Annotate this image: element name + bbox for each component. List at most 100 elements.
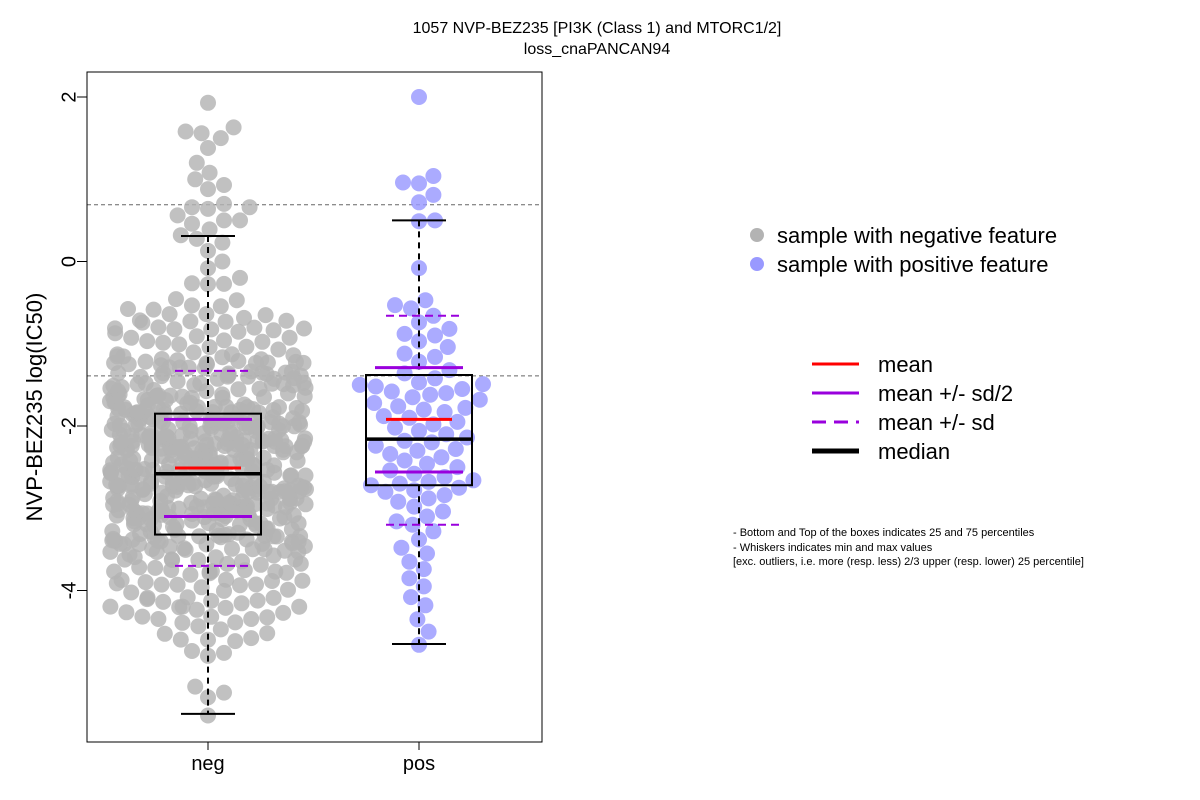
data-point-neg [232, 212, 248, 229]
data-point-neg [253, 351, 270, 368]
data-point-neg [265, 322, 282, 339]
data-point-neg [166, 321, 183, 338]
data-point-pos [401, 409, 418, 426]
data-point-neg [137, 574, 154, 591]
data-point-neg [276, 480, 293, 497]
data-point-neg [280, 581, 296, 598]
data-point-pos [454, 381, 471, 397]
legend-label-positive: sample with positive feature [777, 252, 1048, 277]
data-point-neg [259, 609, 276, 626]
legend-marker-negative [750, 228, 764, 242]
data-point-neg [243, 611, 260, 627]
x-tick-label-neg: neg [191, 753, 224, 775]
data-point-pos [451, 479, 467, 496]
data-point-pos [387, 419, 403, 436]
data-point-neg [270, 341, 287, 358]
data-point-neg [201, 164, 218, 181]
data-point-pos [390, 398, 407, 415]
data-point-neg [109, 346, 126, 363]
data-point-neg [172, 227, 189, 244]
data-point-neg [198, 355, 215, 372]
data-point-neg [182, 313, 199, 330]
y-tick-label: 0 [58, 256, 80, 267]
data-point-pos [420, 623, 437, 640]
data-point-neg [288, 400, 305, 416]
data-point-neg [285, 347, 302, 364]
data-point-pos [420, 473, 437, 490]
data-point-neg [217, 313, 234, 330]
data-point-neg [241, 199, 258, 216]
data-point-pos [366, 395, 383, 411]
data-point-neg [216, 195, 232, 212]
data-point-pos [475, 376, 491, 393]
data-point-neg [145, 301, 162, 318]
data-point-neg [216, 275, 232, 292]
data-point-neg [216, 684, 232, 701]
data-point-pos [401, 570, 418, 587]
data-point-neg [201, 339, 218, 356]
data-point-neg [163, 551, 180, 568]
data-point-neg [238, 338, 255, 355]
data-point-neg [177, 123, 194, 140]
data-point-pos [449, 413, 466, 430]
data-point-pos [390, 493, 407, 510]
data-point-neg [230, 323, 247, 340]
data-point-pos [396, 325, 413, 342]
legend-label-mean-sd: mean +/- sd [878, 410, 995, 435]
data-point-neg [123, 329, 140, 346]
data-point-neg [155, 593, 172, 610]
data-point-neg [224, 540, 240, 557]
data-point-pos [377, 483, 394, 500]
y-tick-label: -4 [58, 582, 80, 600]
data-point-neg [192, 375, 209, 392]
y-axis: 2 0 -2 -4 [58, 91, 420, 750]
data-point-neg [259, 625, 276, 642]
data-point-pos [425, 523, 442, 540]
data-point-pos [387, 297, 403, 314]
data-point-neg [169, 576, 186, 593]
data-point-neg [187, 678, 204, 695]
data-point-neg [246, 319, 263, 336]
data-point-neg [257, 307, 274, 324]
data-point-pos [427, 327, 443, 344]
data-point-neg [184, 297, 200, 314]
data-point-pos [436, 404, 453, 420]
data-point-neg [102, 598, 119, 615]
data-point-neg [297, 467, 314, 484]
chart-title-line2: loss_cnaPANCAN94 [524, 41, 671, 58]
data-point-neg [200, 140, 216, 156]
data-point-neg [236, 309, 252, 326]
data-point-neg [212, 130, 229, 147]
data-point-neg [161, 306, 178, 323]
data-point-neg [225, 119, 242, 136]
data-point-pos [406, 465, 423, 482]
data-point-neg [281, 329, 298, 346]
data-point-neg [200, 689, 216, 706]
data-point-pos [403, 589, 419, 606]
data-point-neg [216, 644, 232, 661]
data-point-pos [433, 449, 450, 466]
data-point-neg [200, 94, 216, 111]
data-point-neg [216, 212, 232, 229]
data-point-neg [182, 566, 199, 583]
data-point-neg [236, 396, 253, 413]
data-point-neg [217, 599, 234, 616]
data-point-pos [396, 452, 413, 469]
data-point-neg [169, 207, 186, 224]
data-point-neg [105, 377, 122, 394]
data-point-neg [169, 373, 186, 390]
data-point-neg [297, 430, 314, 447]
data-point-pos [457, 399, 474, 416]
data-point-neg [187, 171, 204, 188]
data-point-neg [200, 707, 216, 724]
data-point-neg [150, 319, 167, 336]
data-point-neg [168, 291, 184, 308]
y-tick-label: 2 [58, 91, 80, 102]
note-line-3: [exc. outliers, i.e. more (resp. less) 2… [733, 556, 1084, 568]
data-point-neg [132, 368, 149, 385]
data-point-neg [139, 333, 156, 350]
data-point-pos [471, 391, 488, 408]
data-point-pos [415, 578, 432, 595]
data-point-neg [107, 320, 123, 337]
data-point-neg [188, 230, 205, 247]
